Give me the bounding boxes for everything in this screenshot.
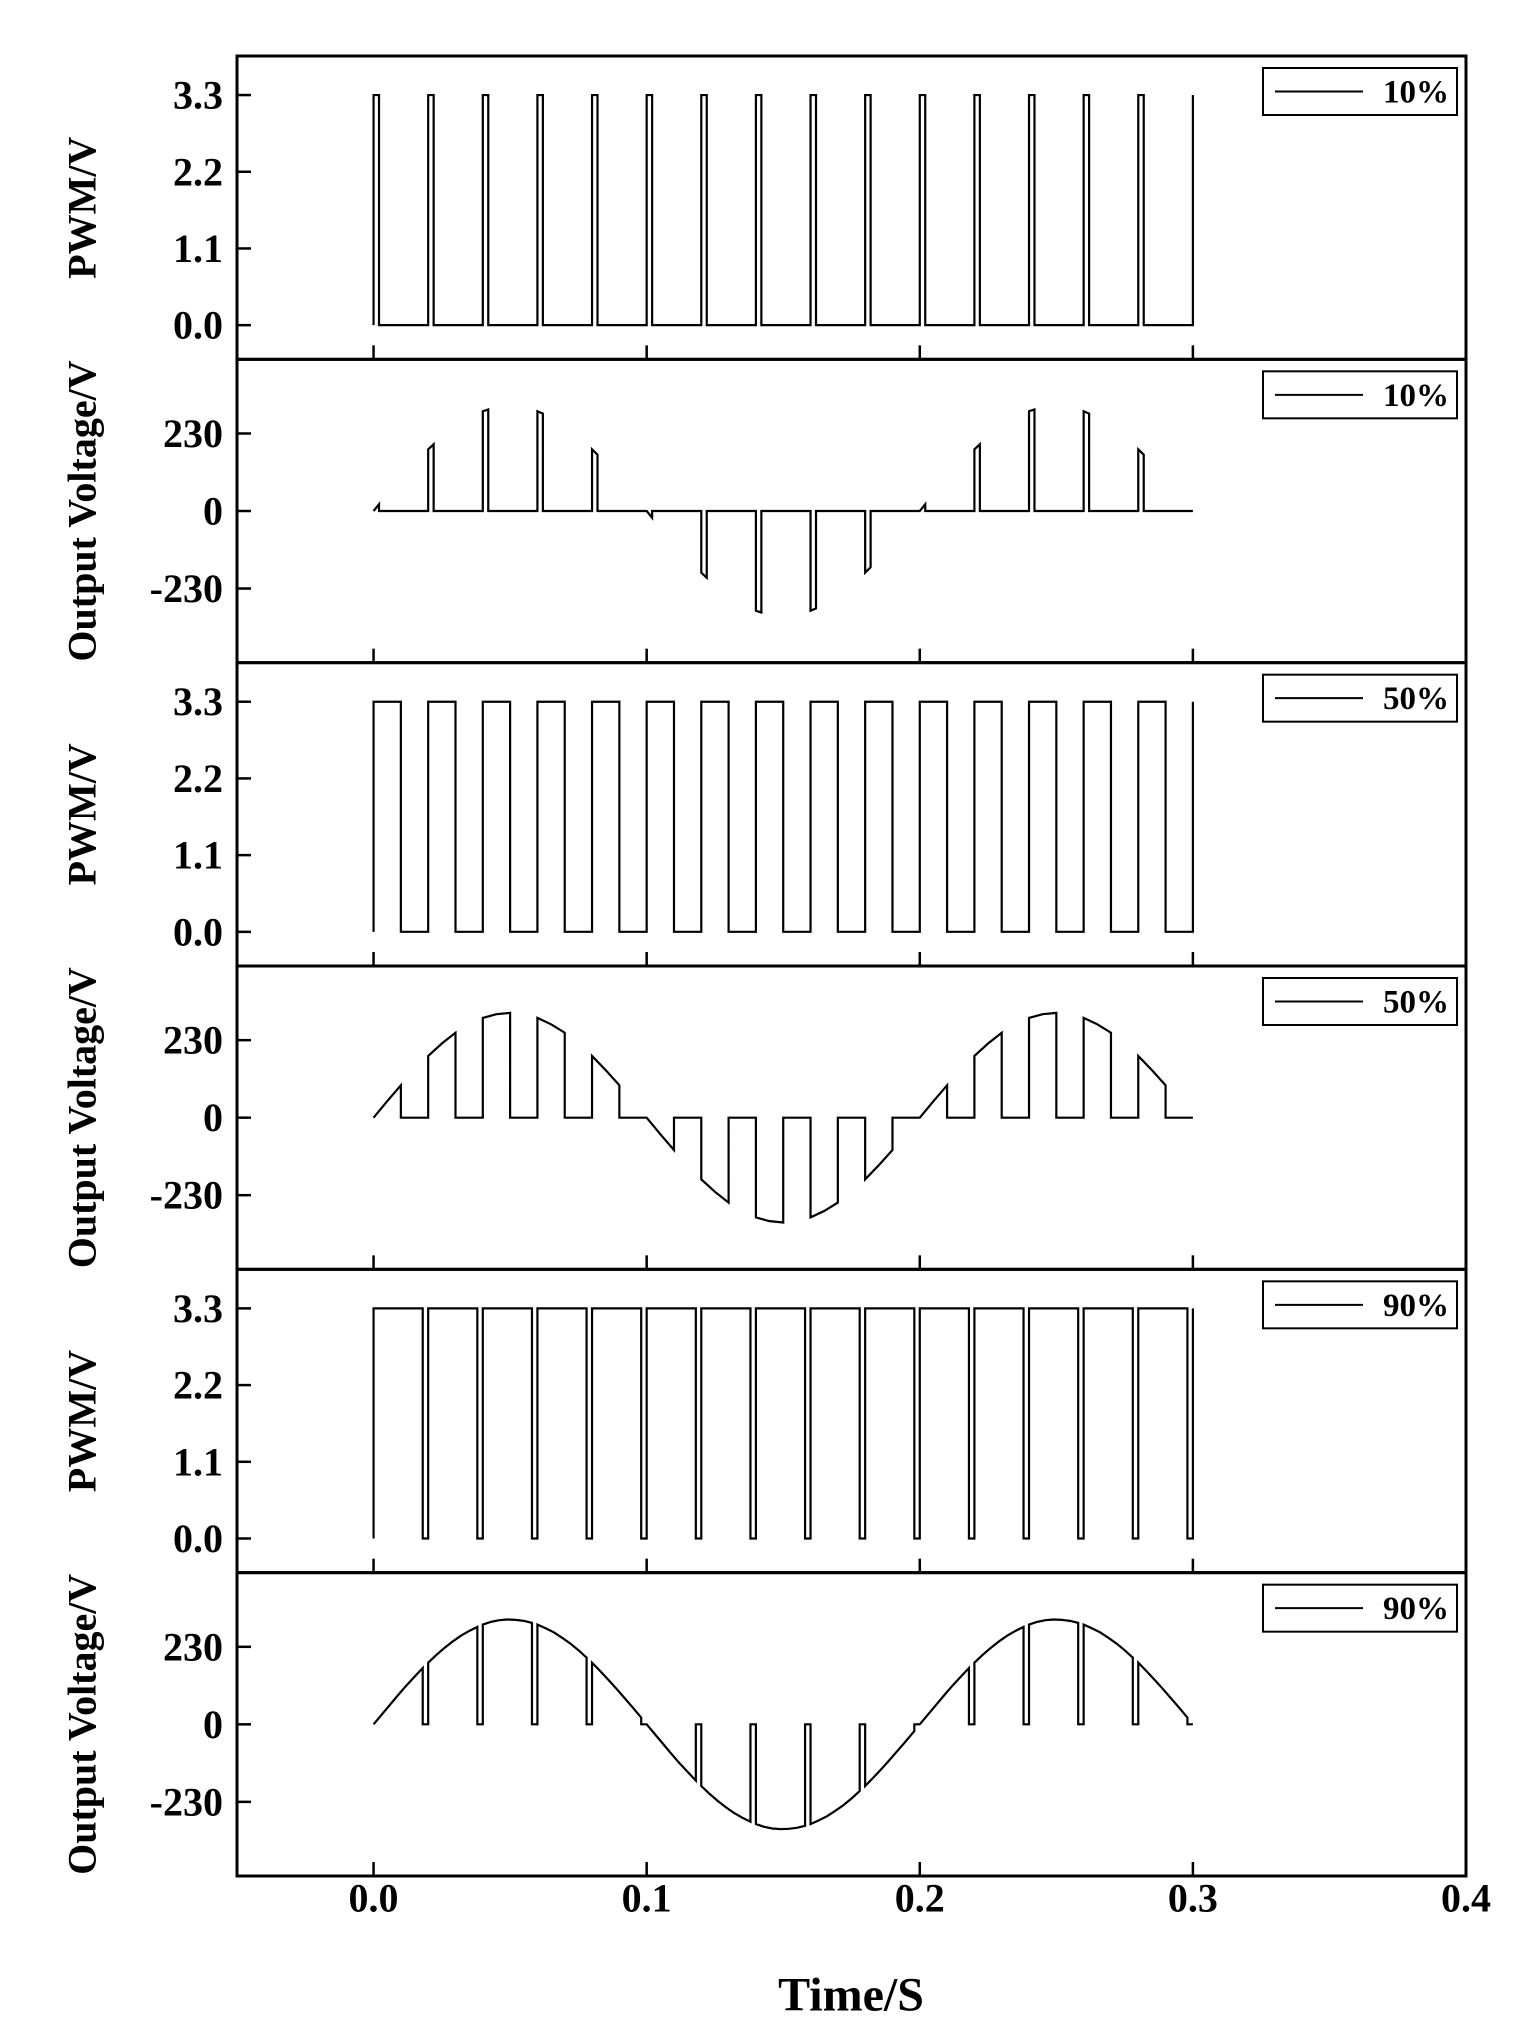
y-axis-label: Output Voltage/V <box>60 1574 105 1875</box>
y-axis-label: PWM/V <box>60 136 105 278</box>
y-axis-label: Output Voltage/V <box>60 360 105 661</box>
y-tick-label: 0 <box>203 1095 223 1140</box>
y-axis-label: PWM/V <box>60 743 105 885</box>
y-tick-label: 0 <box>203 1702 223 1747</box>
y-tick-label: 230 <box>163 411 223 456</box>
y-tick-label: 1.1 <box>173 226 223 271</box>
y-tick-label: 3.3 <box>173 73 223 118</box>
legend-label: 50% <box>1383 985 1449 1021</box>
data-line <box>372 93 1194 327</box>
x-tick-label: 0.4 <box>1441 1876 1491 1921</box>
y-tick-label: -230 <box>150 566 223 611</box>
legend-label: 90% <box>1383 1288 1449 1324</box>
legend-label: 10% <box>1383 75 1449 111</box>
data-line <box>372 1618 1193 1831</box>
x-tick-label: 0.3 <box>1168 1876 1218 1921</box>
y-tick-label: 0.0 <box>173 303 223 348</box>
y-axis-label: Output Voltage/V <box>60 967 105 1268</box>
y-tick-label: -230 <box>150 1173 223 1218</box>
y-tick-label: 0.0 <box>173 1516 223 1561</box>
y-tick-label: 2.2 <box>173 149 223 194</box>
y-tick-label: 0.0 <box>173 909 223 954</box>
x-tick-label: 0.0 <box>349 1876 399 1921</box>
y-tick-label: -230 <box>150 1779 223 1824</box>
legend-label: 90% <box>1383 1591 1449 1627</box>
y-tick-label: 1.1 <box>173 1439 223 1484</box>
data-line <box>372 408 1193 614</box>
y-tick-label: 3.3 <box>173 1286 223 1331</box>
legend-label: 10% <box>1383 378 1449 414</box>
data-line <box>372 700 1194 933</box>
y-tick-label: 2.2 <box>173 1363 223 1408</box>
y-tick-label: 1.1 <box>173 833 223 878</box>
legend-label: 50% <box>1383 681 1449 717</box>
y-tick-label: 0 <box>203 489 223 534</box>
x-axis-label: Time/S <box>778 1969 924 2022</box>
data-line <box>372 1307 1194 1540</box>
data-line <box>372 1011 1193 1224</box>
y-tick-label: 230 <box>163 1018 223 1063</box>
x-tick-label: 0.1 <box>622 1876 672 1921</box>
y-tick-label: 2.2 <box>173 756 223 801</box>
y-tick-label: 230 <box>163 1624 223 1669</box>
x-tick-label: 0.2 <box>895 1876 945 1921</box>
y-tick-label: 3.3 <box>173 679 223 724</box>
y-axis-label: PWM/V <box>60 1350 105 1492</box>
